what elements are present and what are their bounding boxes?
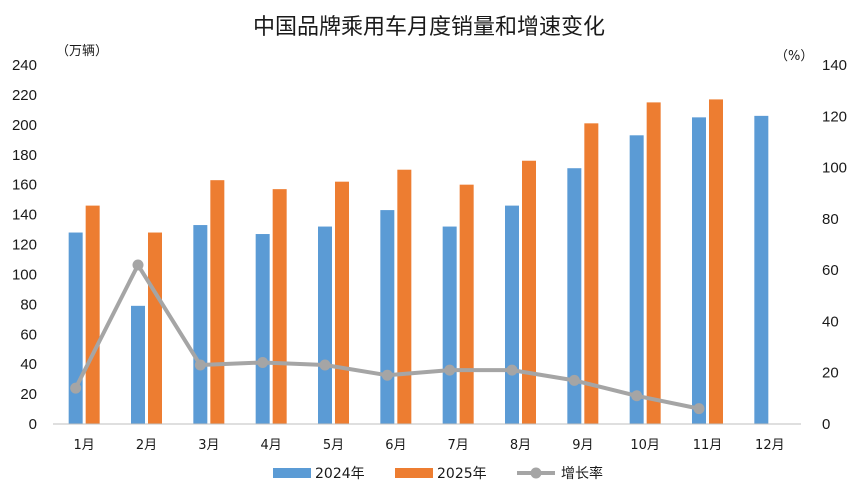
bars [68, 99, 769, 425]
left-tick-label: 40 [20, 356, 37, 373]
bar-2024年-10月 [629, 135, 644, 424]
growth-point-3月 [194, 359, 206, 371]
category-label: 5月 [323, 438, 344, 453]
bar-2024年-8月 [505, 205, 519, 424]
bar-2025年-7月 [459, 184, 474, 424]
growth-point-7月 [444, 364, 456, 376]
left-tick-label: 180 [12, 147, 37, 164]
category-label: 8月 [510, 438, 531, 453]
bar-2025年-2月 [148, 232, 162, 424]
legend-label: 2024年 [315, 466, 365, 482]
category-label: 7月 [448, 438, 469, 453]
growth-line [70, 259, 705, 415]
category-label: 1月 [74, 438, 95, 453]
left-tick-label: 80 [20, 296, 37, 313]
legend-swatch-2024年 [273, 468, 311, 478]
growth-point-4月 [257, 356, 269, 368]
right-axis-ticks: 0 20 40 60 80 100 120 140 [822, 57, 847, 433]
bar-2024年-9月 [567, 168, 582, 424]
bar-2024年-5月 [318, 226, 332, 424]
left-axis-unit: （万辆） [56, 44, 108, 59]
category-label: 9月 [572, 438, 593, 453]
growth-point-10月 [631, 390, 643, 402]
bar-2025年-1月 [85, 205, 100, 424]
category-label: 3月 [198, 438, 219, 453]
left-tick-label: 160 [12, 177, 37, 194]
category-label: 2月 [136, 438, 157, 453]
left-tick-label: 60 [20, 326, 37, 343]
bar-2025年-9月 [584, 123, 599, 425]
bar-2025年-10月 [646, 102, 661, 424]
right-tick-label: 120 [822, 108, 847, 125]
growth-point-1月 [70, 382, 82, 394]
bar-2025年-6月 [397, 169, 412, 424]
bar-2024年-7月 [442, 226, 457, 424]
category-labels: 1月 2月 3月 4月 5月 6月 7月 8月 9月 10月 11月 12月 [74, 438, 785, 453]
bar-2024年-3月 [193, 225, 208, 424]
growth-point-11月 [693, 403, 705, 415]
legend-label: 2025年 [437, 466, 487, 482]
right-tick-label: 20 [822, 365, 839, 382]
category-label: 11月 [693, 438, 723, 453]
left-axis-ticks: 0 20 40 60 80 100 120 140 160 180 200 220 240 [12, 57, 37, 433]
right-axis-unit: （%） [775, 49, 813, 64]
right-tick-label: 0 [822, 416, 830, 433]
growth-point-6月 [381, 369, 393, 381]
left-tick-label: 140 [12, 207, 37, 224]
legend: 2024年 2025年 增长率 [273, 465, 603, 482]
bar-2024年-4月 [255, 234, 270, 424]
growth-point-9月 [568, 374, 580, 386]
chart-title: 中国品牌乘用车月度销量和增速变化 [253, 15, 605, 40]
bar-2025年-8月 [522, 160, 536, 424]
bar-2025年-11月 [709, 99, 723, 424]
legend-label: 增长率 [561, 465, 603, 482]
category-label: 6月 [385, 438, 406, 453]
bar-2025年-4月 [272, 189, 287, 424]
right-tick-label: 60 [822, 262, 839, 279]
bar-2025年-3月 [210, 180, 225, 424]
left-tick-label: 220 [12, 87, 37, 104]
category-label: 10月 [630, 438, 660, 453]
bar-2024年-11月 [692, 117, 706, 425]
bar-2024年-12月 [754, 115, 769, 424]
bar-2024年-2月 [131, 305, 145, 424]
left-tick-label: 20 [20, 386, 37, 403]
left-tick-label: 120 [12, 237, 37, 254]
right-tick-label: 100 [822, 160, 847, 177]
bar-2024年-6月 [380, 210, 395, 424]
right-tick-label: 140 [822, 57, 847, 74]
growth-point-8月 [506, 364, 518, 376]
growth-point-2月 [132, 259, 144, 271]
category-label: 4月 [261, 438, 282, 453]
left-tick-label: 100 [12, 266, 37, 283]
bar-2024年-1月 [68, 232, 83, 424]
left-tick-label: 200 [12, 117, 37, 134]
growth-point-5月 [319, 359, 331, 371]
left-tick-label: 240 [12, 57, 37, 74]
bar-2025年-5月 [335, 181, 349, 424]
category-label: 12月 [755, 438, 785, 453]
right-tick-label: 80 [822, 211, 839, 228]
left-tick-label: 0 [29, 416, 37, 433]
right-tick-label: 40 [822, 313, 839, 330]
legend-swatch-marker [530, 467, 542, 479]
legend-swatch-2025年 [395, 468, 433, 478]
